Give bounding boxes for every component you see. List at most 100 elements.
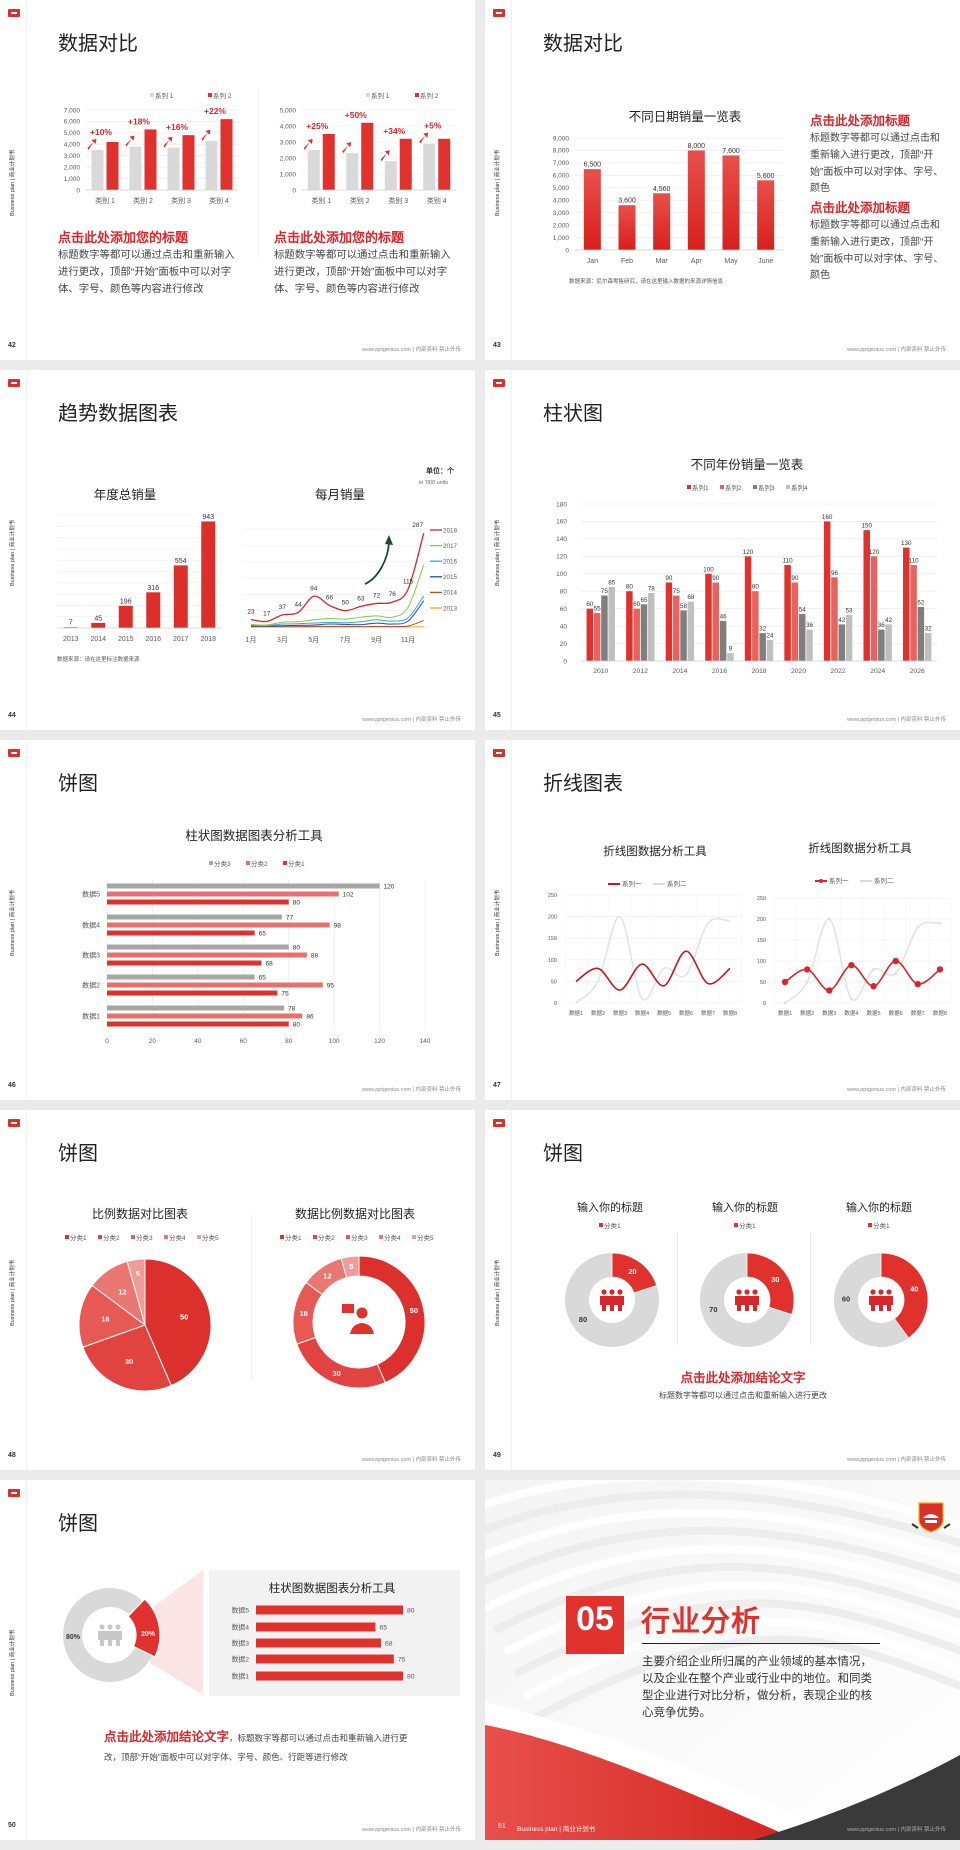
y-tick-label: 140 <box>556 536 567 543</box>
y-tick-label: 数据4 <box>82 920 100 929</box>
y-tick-label: 数据3 <box>82 950 100 959</box>
slide-title: 柱状图 <box>543 403 603 425</box>
bar <box>593 613 601 661</box>
data-label: 80 <box>407 1608 415 1615</box>
data-point <box>892 957 899 965</box>
y-tick-label: 5,000 <box>280 107 297 114</box>
heading-left: 点击此处添加您的标题 <box>58 230 189 245</box>
bar <box>91 622 106 628</box>
page-number: 44 <box>8 712 16 719</box>
bar <box>885 624 892 661</box>
bar <box>633 608 640 661</box>
y-tick-label: 数据4 <box>232 1623 250 1632</box>
donut-slice <box>834 1253 909 1347</box>
y-tick-label: 20 <box>560 641 568 648</box>
slide-46[interactable]: 饼图 柱状图数据图表分析工具 分类3 分类2 分类1 0 20 40 60 80 100 120 14… <box>0 740 475 1100</box>
legend-label: 系列二 <box>874 876 894 885</box>
data-label: 4,560 <box>653 186 671 193</box>
data-label: 46 <box>720 613 728 620</box>
footer-text: www.pptgenius.com | 内部资料 禁止外传 <box>362 347 461 353</box>
section-divider <box>642 1643 880 1644</box>
person-head-icon <box>870 1289 876 1295</box>
bar <box>91 150 104 190</box>
person-body-icon <box>743 1296 751 1311</box>
series-line <box>250 532 425 623</box>
person-head-icon <box>878 1289 884 1295</box>
bar <box>806 629 813 661</box>
slide-title: 饼图 <box>543 1143 583 1165</box>
bar <box>118 605 133 628</box>
legend-swatch-icon <box>280 1235 284 1239</box>
slide-45[interactable]: 柱状图 不同年份销量一览表 系列1 系列2 系列3 系列4 0 20 40 60 80 100 120… <box>485 370 960 730</box>
growth-annotation: +16% <box>166 122 188 132</box>
bar <box>823 521 831 661</box>
charts-layer: 年度总销量 2013 7 2014 45 2015 196 2016 316 2017 554 201… <box>57 487 458 644</box>
data-label: 58 <box>680 603 688 610</box>
legend-label: 分类1 <box>70 1233 87 1242</box>
bar <box>838 624 846 661</box>
red-swoosh <box>485 1725 797 1840</box>
person-head-icon <box>609 1289 615 1295</box>
slide-44[interactable]: 趋势数据图表 单位：个 in '000 units 数据来源：请在这里标注数据来… <box>0 370 475 730</box>
data-label: 75 <box>673 588 681 595</box>
x-tick-label: 60 <box>240 1038 248 1045</box>
arrow-up-right-icon <box>201 129 211 141</box>
slide-42[interactable]: 数据对比 点击此处添加您的标题 标题数字等都可以通过点击和重新输入进行更改，顶部… <box>0 0 475 360</box>
data-label: 94 <box>310 585 318 592</box>
chart-title: 不同年份销量一览表 <box>691 457 804 472</box>
bar <box>665 582 673 661</box>
y-tick-label: 60 <box>560 606 568 613</box>
person-body-icon <box>616 1296 624 1311</box>
y-tick-label: 数据2 <box>232 1655 250 1664</box>
slide-50[interactable]: 饼图 20% 80% 柱状图数据图表分析工具 数据1 80 数据2 75 数据3 68 数据4 65… <box>0 1480 475 1840</box>
y-tick-label: 4,000 <box>280 123 297 130</box>
sidebar-label: Business plan | 商业计划书 <box>495 1259 501 1326</box>
footer-text: www.pptgenius.com | 内部资料 禁止外传 <box>847 1457 946 1463</box>
legend-label: 系列4 <box>791 483 808 492</box>
data-label: 66 <box>326 594 334 601</box>
bar <box>256 1622 376 1632</box>
legend-label: 2014 <box>443 590 458 597</box>
decorative-curve <box>485 1526 960 1586</box>
bar <box>107 960 262 966</box>
bar <box>146 592 161 628</box>
data-label: 36 <box>806 622 814 629</box>
x-tick-label: 2026 <box>910 668 925 675</box>
data-point <box>938 921 942 925</box>
slide-48[interactable]: 饼图 比例数据对比图表 分类1 分类2 分类3 分类4 分类5 50 30 18 12 5 数据比例数… <box>0 1110 475 1470</box>
y-tick-label: 8,000 <box>553 148 570 155</box>
data-label: 40 <box>910 1285 918 1294</box>
pie-slice <box>78 1284 147 1348</box>
data-label: 50 <box>410 1306 418 1315</box>
x-tick-label: 类别 2 <box>133 196 153 205</box>
data-label: 120 <box>384 883 395 890</box>
slide-43[interactable]: 数据对比 点击此处添加标题 标题数字等都可以通过点击和重新输入进行更改，顶部“开… <box>485 0 960 360</box>
person-body-icon <box>114 1631 122 1646</box>
chart-title: 不同日期销量一览表 <box>629 109 742 124</box>
y-tick-label: 1,000 <box>64 176 81 183</box>
slide-title: 趋势数据图表 <box>58 403 178 425</box>
slide-49[interactable]: 饼图 点击此处添加结论文字 标题数字等都可以通过点击和重新输入进行更改 输入你的… <box>485 1110 960 1470</box>
bar <box>831 577 838 661</box>
y-tick-label: 150 <box>757 938 766 944</box>
person-head-icon <box>356 1307 368 1319</box>
legend-label: 2013 <box>443 605 458 612</box>
x-tick-label: 类别 1 <box>95 196 115 205</box>
y-tick-label: 2,000 <box>64 164 81 171</box>
y-tick-label: 数据5 <box>82 889 100 898</box>
trend-arrowhead-icon <box>385 535 393 545</box>
slide-47[interactable]: 折线图表 折线图数据分析工具 系列一 系列二 0 50 100 150 200 250 数据1 数据… <box>485 740 960 1100</box>
slide-51-section[interactable]: 05 行业分析 主要介绍企业所归属的产业领域的基本情况，以及企业在整个产业或行业… <box>485 1480 960 1840</box>
data-label: 110 <box>783 558 794 565</box>
y-tick-label: 3,000 <box>280 139 297 146</box>
arrow-up-right-icon <box>125 135 135 147</box>
slide-title: 折线图表 <box>543 773 623 795</box>
y-tick-label: 250 <box>548 893 557 899</box>
page-number: 46 <box>8 1082 16 1089</box>
legend-label: 2018 <box>443 527 458 534</box>
x-tick-label: 数据2 <box>591 1009 605 1017</box>
donut-slice <box>880 1252 929 1339</box>
charts-layer: 不同日期销量一览表 0 1,000 2,000 3,000 4,000 5,000 6,000… <box>553 109 783 265</box>
data-label: 80 <box>293 899 301 906</box>
data-label: 60 <box>842 1294 850 1303</box>
